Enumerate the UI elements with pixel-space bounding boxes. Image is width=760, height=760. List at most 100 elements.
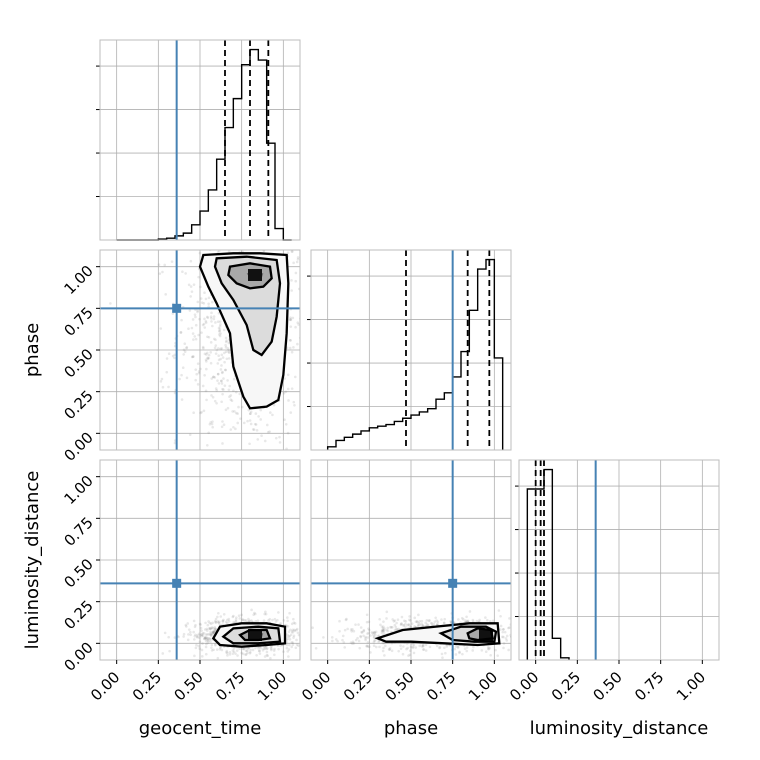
scatter-point — [216, 250, 220, 254]
scatter-point — [424, 649, 428, 652]
scatter-point — [209, 640, 212, 643]
scatter-point — [234, 390, 238, 394]
density-layer — [311, 609, 511, 660]
scatter-point — [291, 203, 294, 206]
scatter-point — [224, 368, 227, 372]
scatter-point — [231, 652, 235, 655]
scatter-point — [357, 623, 360, 626]
scatter-point — [454, 645, 458, 648]
scatter-point — [252, 613, 255, 617]
scatter-point — [187, 327, 190, 331]
scatter-point — [226, 618, 229, 622]
scatter-point — [381, 629, 385, 633]
scatter-point — [232, 620, 235, 624]
scatter-point — [250, 619, 253, 622]
scatter-point — [440, 618, 443, 621]
scatter-point — [217, 621, 220, 624]
scatter-point — [285, 447, 288, 450]
scatter-point — [442, 621, 446, 625]
scatter-point — [220, 371, 224, 375]
scatter-point — [199, 633, 202, 637]
truth-marker — [172, 578, 182, 588]
scatter-point — [264, 612, 268, 616]
scatter-point — [222, 612, 226, 616]
scatter-point — [507, 648, 510, 652]
scatter-point — [163, 263, 167, 267]
scatter-point — [192, 338, 195, 341]
scatter-point — [461, 652, 464, 656]
scatter-point — [290, 645, 294, 649]
scatter-point — [382, 629, 386, 632]
scatter-point — [196, 383, 200, 386]
scatter-point — [294, 279, 298, 283]
contour-line — [198, 252, 290, 410]
scatter-point — [273, 617, 277, 621]
scatter-point — [228, 384, 231, 388]
scatter-point — [243, 489, 246, 492]
scatter-point — [444, 651, 447, 655]
scatter-point — [191, 464, 194, 467]
scatter-point — [205, 353, 208, 356]
scatter-point — [301, 635, 304, 638]
scatter-point — [282, 619, 286, 622]
scatter-point — [268, 430, 271, 433]
scatter-point — [241, 647, 245, 650]
density-layer — [161, 608, 307, 662]
scatter-point — [199, 411, 202, 415]
scatter-point — [304, 659, 307, 662]
scatter-point — [443, 646, 446, 650]
scatter-point — [407, 623, 410, 626]
scatter-point — [212, 631, 215, 634]
scatter-point — [194, 378, 197, 382]
scatter-point — [202, 632, 206, 635]
scatter-point — [254, 423, 258, 426]
scatter-point — [372, 631, 376, 634]
scatter-point — [159, 380, 163, 383]
scatter-point — [197, 333, 200, 337]
scatter-point — [239, 182, 242, 185]
scatter-point — [265, 647, 268, 651]
scatter-point — [199, 623, 202, 626]
scatter-point — [408, 618, 411, 622]
scatter-point — [225, 339, 228, 343]
scatter-point — [265, 653, 269, 657]
scatter-point — [205, 351, 209, 355]
scatter-point — [284, 390, 288, 394]
scatter-point — [226, 651, 229, 655]
scatter-point — [413, 616, 417, 620]
scatter-point — [443, 617, 447, 621]
scatter-point — [376, 634, 380, 638]
scatter-point — [273, 653, 276, 657]
scatter-point — [214, 224, 217, 227]
scatter-point — [197, 636, 201, 639]
scatter-point — [311, 238, 314, 241]
scatter-point — [300, 275, 303, 278]
scatter-point — [207, 431, 210, 435]
density-panel-geocent_time-phase — [99, 182, 327, 492]
scatter-point — [211, 425, 214, 429]
scatter-point — [284, 422, 288, 426]
scatter-point — [302, 382, 305, 385]
scatter-point — [271, 618, 274, 622]
scatter-point — [203, 291, 206, 295]
y-tick-label: 1.00 — [60, 262, 96, 298]
scatter-point — [242, 421, 246, 425]
scatter-point — [289, 338, 292, 342]
scatter-point — [385, 628, 388, 632]
scatter-point — [217, 611, 220, 615]
scatter-point — [286, 624, 290, 628]
scatter-point — [290, 622, 294, 626]
scatter-point — [221, 442, 224, 445]
scatter-point — [238, 231, 241, 234]
scatter-point — [294, 271, 298, 275]
scatter-point — [384, 644, 387, 648]
scatter-point — [205, 629, 209, 632]
scatter-point — [248, 442, 251, 446]
scatter-point — [203, 636, 207, 639]
scatter-point — [227, 617, 231, 621]
scatter-point — [224, 343, 227, 347]
scatter-point — [324, 324, 327, 327]
scatter-point — [194, 646, 198, 650]
scatter-point — [405, 647, 408, 651]
scatter-point — [297, 644, 300, 647]
